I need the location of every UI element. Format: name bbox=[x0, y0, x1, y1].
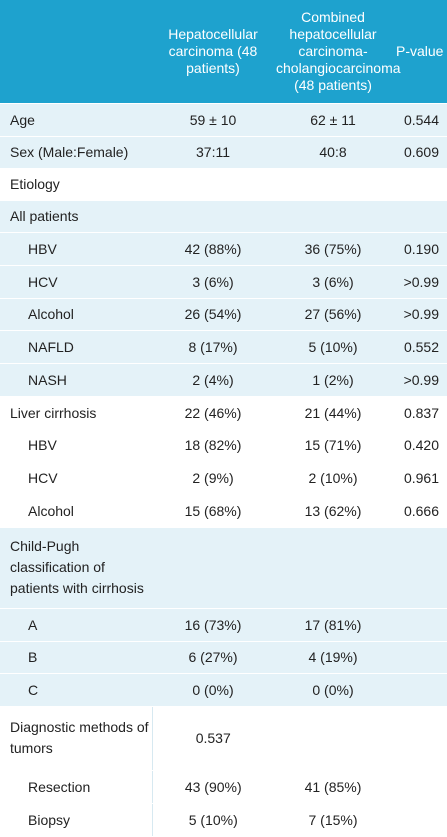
hcc-value: 15 (68%) bbox=[152, 494, 274, 528]
row-label: HCV bbox=[0, 265, 152, 299]
hcc-value: 59 ± 10 bbox=[152, 103, 274, 137]
chc-value: 13 (62%) bbox=[274, 494, 392, 528]
row-label: B bbox=[0, 641, 152, 674]
table-row: Liver cirrhosis 22 (46%) 21 (44%) 0.837 bbox=[0, 396, 447, 430]
row-label: Age bbox=[0, 103, 152, 137]
table-body: Age 59 ± 10 62 ± 11 0.544 Sex (Male:Fema… bbox=[0, 103, 447, 837]
hcc-value: 5 (10%) bbox=[152, 803, 274, 837]
table-row: HCV 2 (9%) 2 (10%) 0.961 bbox=[0, 461, 447, 495]
row-label: Liver cirrhosis bbox=[0, 396, 152, 430]
hcc-value: 16 (73%) bbox=[152, 608, 274, 642]
diagnostic-p-value: 0.537 bbox=[152, 706, 274, 771]
row-label: HBV bbox=[0, 232, 152, 266]
p-value: >0.99 bbox=[392, 298, 447, 331]
p-value: 0.666 bbox=[392, 494, 447, 528]
chc-value: 3 (6%) bbox=[274, 265, 392, 299]
p-value: 0.552 bbox=[392, 330, 447, 364]
hcc-value: 8 (17%) bbox=[152, 330, 274, 364]
hcc-value: 18 (82%) bbox=[152, 429, 274, 462]
row-label: Etiology bbox=[0, 168, 152, 201]
row-label: All patients bbox=[0, 200, 152, 233]
row-label: Biopsy bbox=[0, 803, 153, 837]
row-label: Child-Pugh classification of patients wi… bbox=[0, 527, 152, 609]
table-row: Diagnostic methods of tumors 0.537 bbox=[0, 706, 447, 771]
chc-value: 15 (71%) bbox=[274, 429, 392, 462]
chc-value: 7 (15%) bbox=[274, 803, 392, 837]
hcc-value: 37:11 bbox=[152, 136, 274, 169]
header-pvalue: P-value bbox=[392, 0, 447, 104]
table-row: Child-Pugh classification of patients wi… bbox=[0, 527, 447, 609]
p-value: >0.99 bbox=[392, 265, 447, 299]
p-value: 0.609 bbox=[392, 136, 447, 169]
table-row: Alcohol 26 (54%) 27 (56%) >0.99 bbox=[0, 298, 447, 331]
table-header: Hepatocellular carcinoma (48 patients) C… bbox=[0, 0, 447, 104]
row-label: Sex (Male:Female) bbox=[0, 136, 152, 169]
p-value: 0.544 bbox=[392, 103, 447, 137]
table-row: B 6 (27%) 4 (19%) bbox=[0, 641, 447, 674]
chc-value: 36 (75%) bbox=[274, 232, 392, 266]
chc-value: 5 (10%) bbox=[274, 330, 392, 364]
table-row: HBV 18 (82%) 15 (71%) 0.420 bbox=[0, 429, 447, 462]
chc-value: 41 (85%) bbox=[274, 770, 392, 804]
table-row: Biopsy 5 (10%) 7 (15%) bbox=[0, 803, 447, 837]
header-hcc: Hepatocellular carcinoma (48 patients) bbox=[152, 0, 274, 104]
chc-value: 4 (19%) bbox=[274, 641, 392, 674]
table-row: Age 59 ± 10 62 ± 11 0.544 bbox=[0, 103, 447, 137]
header-empty bbox=[0, 0, 152, 104]
hcc-value: 3 (6%) bbox=[152, 265, 274, 299]
table-row: A 16 (73%) 17 (81%) bbox=[0, 608, 447, 642]
p-value: 0.190 bbox=[392, 232, 447, 266]
p-value: 0.420 bbox=[392, 429, 447, 462]
hcc-value: 22 (46%) bbox=[152, 396, 274, 430]
p-value: >0.99 bbox=[392, 363, 447, 397]
hcc-value: 0 (0%) bbox=[152, 673, 274, 707]
hcc-value: 42 (88%) bbox=[152, 232, 274, 266]
table-row: C 0 (0%) 0 (0%) bbox=[0, 673, 447, 707]
row-label: NASH bbox=[0, 363, 152, 397]
chc-value: 27 (56%) bbox=[274, 298, 392, 331]
row-label: A bbox=[0, 608, 152, 642]
row-label: NAFLD bbox=[0, 330, 152, 364]
p-value: 0.837 bbox=[392, 396, 447, 430]
chc-value: 17 (81%) bbox=[274, 608, 392, 642]
header-chc: Combined hepatocellular carcinoma-cholan… bbox=[274, 0, 401, 104]
table-row: Resection 43 (90%) 41 (85%) bbox=[0, 770, 447, 804]
table-row: Etiology bbox=[0, 168, 447, 201]
hcc-value: 26 (54%) bbox=[152, 298, 274, 331]
chc-value: 62 ± 11 bbox=[274, 103, 392, 137]
table-row: Sex (Male:Female) 37:11 40:8 0.609 bbox=[0, 136, 447, 169]
chc-value: 2 (10%) bbox=[274, 461, 392, 495]
chc-value: 40:8 bbox=[274, 136, 392, 169]
hcc-value: 2 (4%) bbox=[152, 363, 274, 397]
p-value: 0.961 bbox=[392, 461, 447, 495]
hcc-value: 2 (9%) bbox=[152, 461, 274, 495]
table-row: All patients bbox=[0, 200, 447, 233]
table-row: HCV 3 (6%) 3 (6%) >0.99 bbox=[0, 265, 447, 299]
row-label: Resection bbox=[0, 770, 153, 804]
row-label: Diagnostic methods of tumors bbox=[0, 706, 153, 771]
table-row: HBV 42 (88%) 36 (75%) 0.190 bbox=[0, 232, 447, 266]
hcc-value: 43 (90%) bbox=[152, 770, 274, 804]
row-label: HCV bbox=[0, 461, 152, 495]
row-label: Alcohol bbox=[0, 298, 152, 331]
row-label: Alcohol bbox=[0, 494, 152, 528]
table-row: Alcohol 15 (68%) 13 (62%) 0.666 bbox=[0, 494, 447, 528]
hcc-value: 6 (27%) bbox=[152, 641, 274, 674]
chc-value: 1 (2%) bbox=[274, 363, 392, 397]
table-row: NAFLD 8 (17%) 5 (10%) 0.552 bbox=[0, 330, 447, 364]
table-row: NASH 2 (4%) 1 (2%) >0.99 bbox=[0, 363, 447, 397]
row-label: C bbox=[0, 673, 152, 707]
row-label: HBV bbox=[0, 429, 152, 462]
chc-value: 21 (44%) bbox=[274, 396, 392, 430]
chc-value: 0 (0%) bbox=[274, 673, 392, 707]
